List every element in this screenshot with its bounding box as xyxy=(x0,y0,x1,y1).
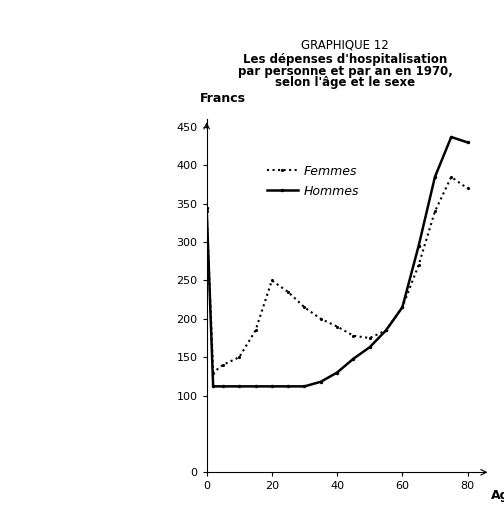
Legend: Femmes, Hommes: Femmes, Hommes xyxy=(263,161,363,202)
Text: GRAPHIQUE 12: GRAPHIQUE 12 xyxy=(301,39,389,52)
Text: par personne et par an en 1970,: par personne et par an en 1970, xyxy=(238,65,453,78)
Text: Age: Age xyxy=(491,489,504,502)
Text: Les dépenses d'hospitalisation: Les dépenses d'hospitalisation xyxy=(243,53,448,66)
Text: selon l'âge et le sexe: selon l'âge et le sexe xyxy=(275,76,415,89)
Text: Francs: Francs xyxy=(200,92,245,105)
